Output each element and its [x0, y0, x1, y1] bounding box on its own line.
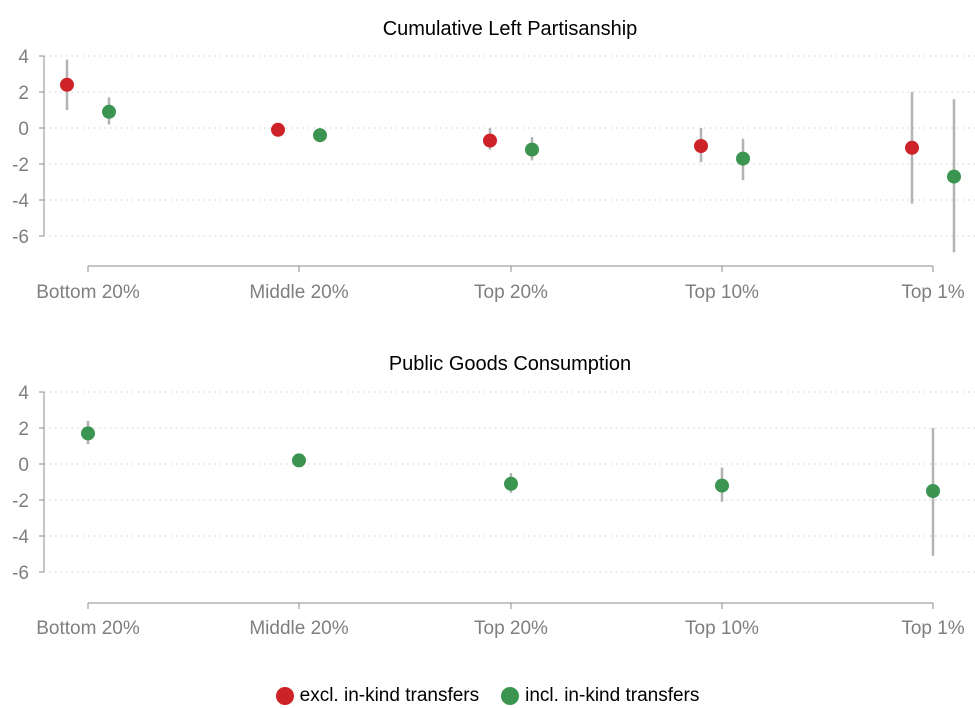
- legend-item-excl: excl. in-kind transfers: [275, 685, 480, 707]
- y-tick-label: -2: [12, 491, 29, 512]
- legend: excl. in-kind transfers incl. in-kind tr…: [0, 684, 975, 708]
- x-tick-label: Top 1%: [901, 618, 964, 639]
- x-tick-label: Top 10%: [685, 282, 759, 303]
- data-point: [525, 142, 539, 157]
- x-tick-label: Bottom 20%: [36, 282, 140, 303]
- legend-marker-incl: [501, 687, 520, 705]
- y-tick-label: -4: [12, 191, 29, 212]
- data-point: [694, 139, 708, 153]
- data-point: [926, 484, 940, 498]
- legend-label-excl: excl. in-kind transfers: [299, 685, 480, 706]
- y-tick-label: 2: [18, 419, 29, 440]
- data-point: [81, 426, 95, 441]
- y-tick-label: 2: [18, 83, 29, 104]
- x-tick-label: Top 10%: [685, 618, 759, 639]
- x-tick-label: Top 1%: [901, 282, 964, 303]
- data-point: [271, 122, 285, 137]
- x-tick-label: Top 20%: [474, 618, 548, 639]
- data-point: [736, 151, 750, 166]
- y-tick-label: -6: [12, 227, 29, 248]
- data-point: [292, 453, 306, 468]
- x-tick-label: Top 20%: [474, 282, 548, 303]
- chart-title: Public Goods Consumption: [389, 353, 631, 375]
- y-tick-label: -2: [12, 155, 29, 176]
- y-tick-label: -4: [12, 527, 29, 548]
- legend-item-incl: incl. in-kind transfers: [501, 685, 699, 707]
- x-tick-label: Middle 20%: [249, 282, 348, 303]
- data-point: [504, 476, 518, 491]
- legend-label-incl: incl. in-kind transfers: [525, 685, 700, 706]
- data-point: [483, 133, 497, 148]
- panel-public-goods-consumption: Public Goods Consumption 4 2 0 -2 -4 -6 Bottom…: [12, 353, 975, 639]
- y-tick-label: -6: [12, 563, 29, 584]
- x-tick-label: Bottom 20%: [36, 618, 140, 639]
- data-point: [60, 77, 74, 92]
- data-point: [102, 104, 116, 119]
- data-point: [947, 169, 961, 184]
- data-point: [313, 128, 327, 143]
- legend-marker-excl: [275, 687, 294, 705]
- y-tick-label: 4: [18, 383, 29, 404]
- y-tick-label: 0: [18, 119, 29, 140]
- y-tick-label: 4: [18, 47, 29, 68]
- data-point: [715, 478, 729, 493]
- chart-title: Cumulative Left Partisanship: [383, 18, 638, 40]
- data-point: [905, 140, 919, 155]
- y-tick-label: 0: [18, 455, 29, 476]
- panel-cumulative-left-partisanship: Cumulative Left Partisanship 4 2 0 -2 -4 -6 Bo…: [12, 18, 975, 303]
- x-tick-label: Middle 20%: [249, 618, 348, 639]
